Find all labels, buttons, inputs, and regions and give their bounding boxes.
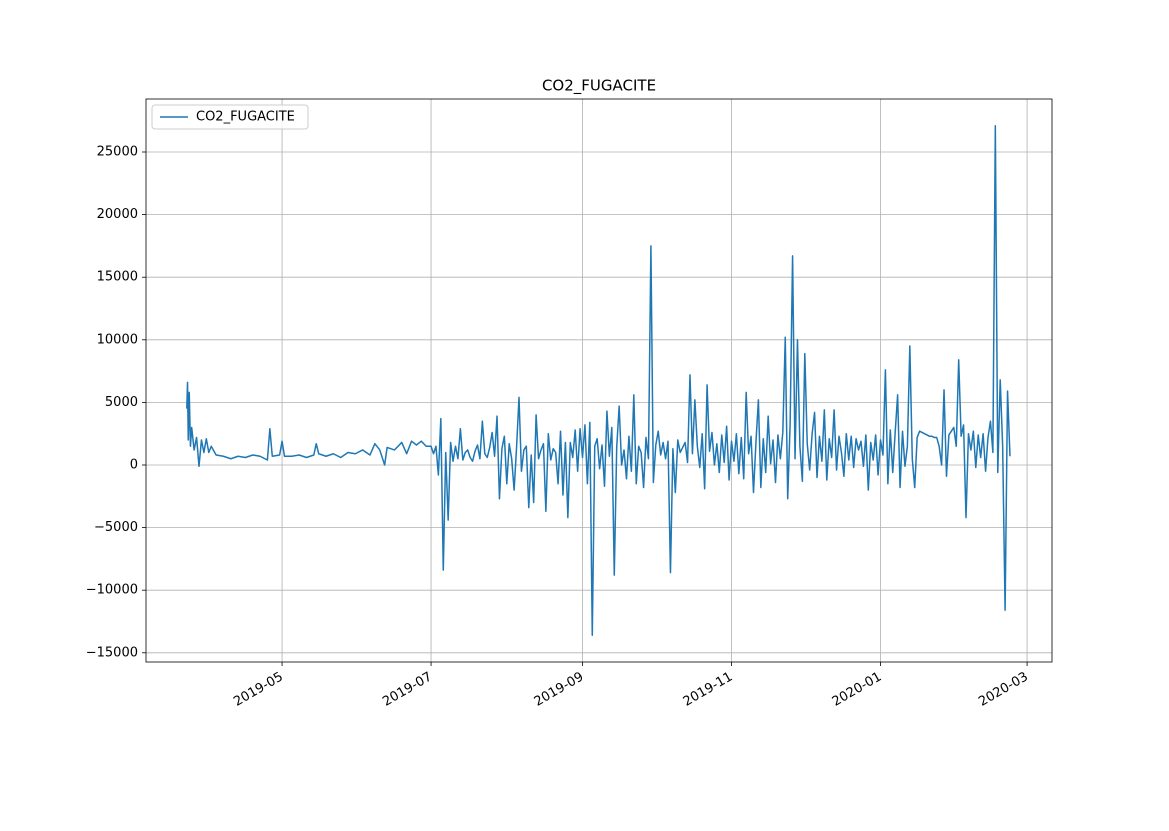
x-tick-label: 2019-07 <box>380 670 435 710</box>
x-tick-label: 2019-11 <box>681 670 736 710</box>
y-tick-label: −5000 <box>94 520 138 535</box>
x-tick-label: 2020-01 <box>830 670 885 710</box>
legend-box <box>151 104 309 130</box>
x-tick-label: 2019-05 <box>231 670 286 710</box>
y-tick-label: 10000 <box>97 332 138 347</box>
y-tick-label: −10000 <box>86 583 138 598</box>
y-tick-label: 20000 <box>97 207 138 222</box>
legend-label: CO2_FUGACITE <box>196 110 295 125</box>
x-tick-label: 2019-09 <box>532 670 587 710</box>
x-tick-label: 2020-03 <box>976 670 1031 710</box>
y-tick-label: 15000 <box>97 270 138 285</box>
y-tick-label: 5000 <box>105 395 138 410</box>
y-tick-label: 0 <box>130 457 138 472</box>
y-tick-label: −15000 <box>86 645 138 660</box>
legend: CO2_FUGACITE <box>151 104 309 130</box>
axes-frame <box>145 98 1053 663</box>
y-tick-label: 25000 <box>97 144 138 159</box>
data-line <box>186 124 1011 637</box>
chart-title: CO2_FUGACITE <box>542 77 656 96</box>
